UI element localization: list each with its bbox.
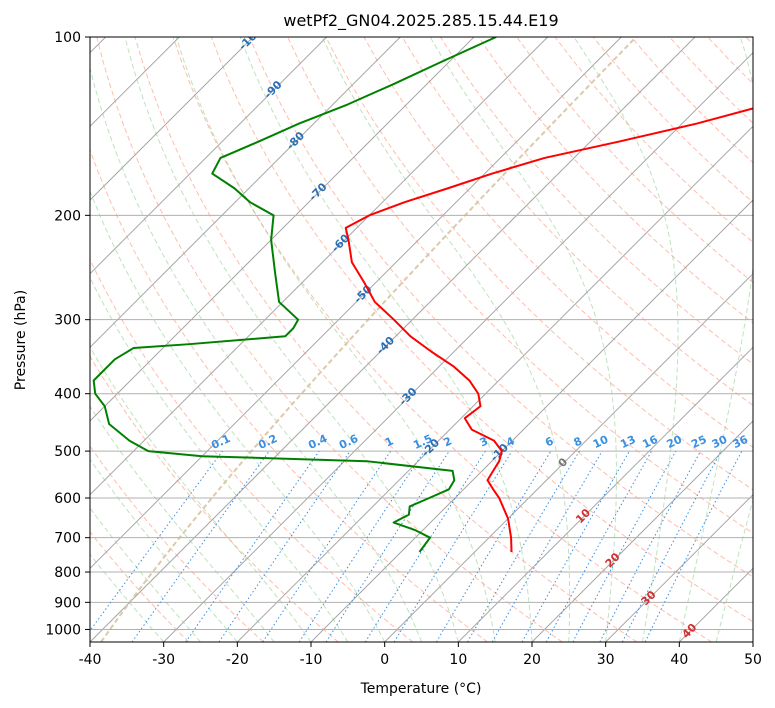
y-tick-label: 400 — [54, 387, 81, 403]
mixing-ratio-label: 10 — [591, 433, 611, 451]
mixing-ratio-label: 13 — [618, 433, 637, 451]
x-tick-label: 50 — [744, 652, 762, 668]
x-tick-label: 10 — [449, 652, 467, 668]
plot-frame — [89, 36, 754, 643]
dry-adiabat-line — [90, 445, 264, 642]
dry-adiabat-line — [401, 37, 753, 406]
moist-adiabat-line — [321, 37, 571, 642]
isotherm-line — [90, 37, 254, 201]
mixing-ratio-label: 30 — [710, 433, 730, 451]
chart-title: wetPf2_GN04.2025.285.15.44.E19 — [283, 11, 558, 31]
dry-adiabat-line — [210, 37, 753, 623]
x-tick-label: -30 — [152, 652, 175, 668]
dry-adiabat-line — [90, 148, 488, 642]
y-tick-label: 600 — [54, 491, 81, 507]
mixing-ratio-label: 16 — [640, 433, 660, 451]
profile-series-line — [92, 37, 497, 553]
isotherm-line — [90, 37, 328, 275]
isotherm-line — [163, 51, 753, 642]
dry-adiabat-line — [96, 37, 563, 642]
y-tick-label: 300 — [54, 313, 81, 329]
profile-series-line — [344, 107, 753, 553]
moist-adiabat-line — [90, 276, 349, 642]
dry-adiabat-line — [325, 37, 753, 491]
dry-adiabat-line — [172, 37, 712, 642]
y-tick-label: 800 — [54, 565, 81, 581]
mixing-ratio-line — [521, 450, 630, 642]
y-axis-title: Pressure (hPa) — [13, 290, 29, 390]
dry-adiabat-line — [439, 37, 753, 365]
isotherm-line — [236, 125, 753, 642]
dry-adiabat-line — [90, 355, 339, 642]
isotherm-line — [90, 37, 696, 642]
mixing-ratio-line — [131, 450, 270, 642]
x-tick-label: 0 — [380, 652, 389, 668]
isotherm-line — [457, 346, 753, 642]
y-tick-label: 500 — [54, 444, 81, 460]
y-tick-label: 900 — [54, 595, 81, 611]
isotherm-line — [90, 37, 475, 422]
moist-adiabat-line — [175, 37, 496, 642]
moist-adiabat-line — [239, 37, 533, 642]
moist-adiabat-line — [90, 66, 422, 642]
reference-curve-line — [100, 37, 637, 642]
mixing-ratio-label: 36 — [731, 433, 751, 451]
mixing-ratio-line — [185, 450, 320, 642]
isotherm-line — [90, 37, 401, 349]
mixing-ratio-line — [644, 450, 743, 642]
y-tick-label: 200 — [54, 208, 81, 224]
x-tick-label: -10 — [300, 652, 323, 668]
mixing-ratio-line — [262, 450, 392, 642]
x-tick-label: -40 — [79, 652, 102, 668]
moist-adiabat-line — [678, 37, 753, 642]
dry-adiabat-line — [249, 37, 753, 578]
mixing-ratio-label: 20 — [665, 433, 685, 451]
isotherm-line — [531, 420, 753, 642]
mixing-ratio-line — [325, 450, 450, 642]
x-tick-label: 30 — [597, 652, 615, 668]
mixing-ratio-line — [545, 450, 653, 642]
x-tick-label: -20 — [226, 652, 249, 668]
moist-adiabat-line — [90, 405, 275, 642]
isotherm-line — [90, 37, 622, 570]
mixing-ratio-line — [393, 450, 513, 642]
isotherm-line — [310, 199, 753, 642]
mixing-ratio-line — [218, 450, 351, 642]
isotherm-line — [605, 493, 753, 642]
x-axis-title: Temperature (°C) — [360, 681, 482, 697]
axes: -40 -30 -20 -10 0 10 20 30 40 50 100 200 300 400 500 60… — [45, 30, 762, 668]
x-tick-label: 20 — [523, 652, 541, 668]
y-tick-label: 100 — [54, 30, 81, 46]
mixing-ratio-line — [298, 450, 425, 642]
y-tick-label: 1000 — [45, 622, 81, 638]
dry-adiabat-line — [134, 37, 638, 642]
moist-adiabat-line — [573, 37, 679, 642]
moist-adiabat-line — [90, 458, 238, 642]
moist-adiabat-line — [715, 498, 753, 642]
y-tick-label: 700 — [54, 531, 81, 547]
mixing-ratio-line — [90, 450, 223, 632]
mixing-ratio-line — [572, 450, 677, 642]
moist-adiabat-line — [90, 189, 386, 642]
plot-area: 0.1 0.2 0.4 0.6 1 1.5 2 3 4 6 8 10 13 16 20 25 30 36-100-… — [90, 37, 753, 642]
moist-adiabat-line — [429, 37, 617, 642]
dry-adiabat-line — [90, 531, 190, 642]
dry-adiabat-line — [516, 37, 753, 284]
isotherm-line — [384, 272, 753, 642]
moist-adiabat-line — [124, 37, 459, 642]
x-tick-label: 40 — [670, 652, 688, 668]
mixing-ratio-label: 25 — [689, 433, 708, 451]
